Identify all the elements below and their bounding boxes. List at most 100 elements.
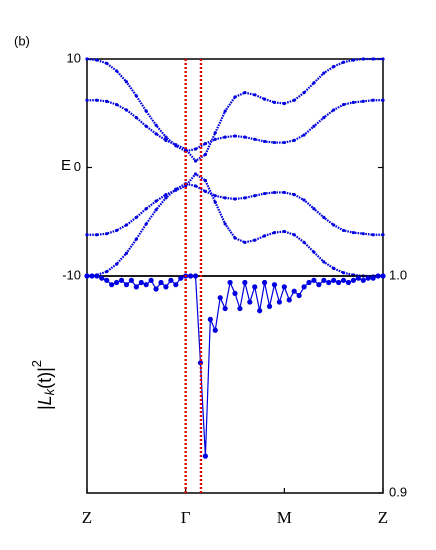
data-point [192, 273, 199, 279]
y-tick-label: 1.0 [389, 267, 407, 282]
data-point [282, 140, 286, 145]
data-point [233, 236, 237, 240]
y-tick-label: 10 [67, 50, 81, 65]
data-point [109, 282, 115, 288]
data-point [282, 101, 286, 106]
data-point [351, 231, 355, 235]
data-point [282, 190, 286, 195]
data-point [291, 288, 297, 294]
data-point [174, 187, 178, 191]
data-point [321, 277, 327, 283]
data-point [301, 284, 307, 290]
data-point [124, 251, 129, 255]
data-point [292, 193, 296, 197]
data-point [134, 237, 138, 241]
data-point [213, 137, 217, 141]
data-point [286, 297, 292, 303]
data-point [223, 135, 227, 139]
data-point [341, 60, 346, 64]
data-line [87, 275, 383, 457]
data-point [104, 277, 110, 283]
data-point [193, 159, 198, 163]
data-point [85, 98, 89, 102]
data-point [213, 194, 217, 198]
data-point [237, 305, 243, 312]
data-point [322, 260, 326, 264]
x-tick-label: Γ [181, 508, 191, 527]
data-point [105, 270, 109, 274]
data-point [247, 299, 253, 305]
data-point [262, 279, 268, 286]
data-point [296, 292, 302, 299]
data-point [243, 196, 247, 200]
data-point [223, 109, 227, 113]
data-point [292, 233, 296, 237]
data-point [233, 95, 237, 99]
data-point [253, 194, 257, 198]
y-tick-label: 0 [74, 159, 81, 174]
data-point [332, 223, 336, 227]
data-point [253, 238, 257, 242]
data-point [223, 222, 227, 226]
data-point [257, 308, 263, 314]
data-point [94, 273, 100, 279]
data-point [302, 198, 306, 202]
data-point [84, 273, 90, 279]
label-part: L [35, 395, 55, 405]
data-point [144, 124, 148, 128]
data-point [243, 240, 247, 244]
panel-label: (b) [14, 33, 30, 48]
data-point [168, 277, 174, 283]
data-point [263, 97, 267, 101]
data-point [213, 200, 217, 204]
data-point [311, 277, 317, 283]
data-point [144, 207, 148, 211]
data-point [272, 100, 277, 104]
data-point [134, 115, 138, 120]
data-point [222, 305, 228, 312]
data-point [276, 299, 282, 305]
data-point [242, 279, 248, 286]
data-point [115, 262, 119, 266]
y-tick-label: -10 [62, 267, 81, 282]
data-point [163, 284, 169, 290]
data-point [361, 57, 365, 61]
data-point [174, 143, 178, 147]
data-point [263, 191, 267, 196]
data-point [164, 135, 168, 139]
data-point [332, 108, 336, 112]
data-point [302, 240, 306, 244]
data-point [95, 58, 99, 62]
data-point [351, 100, 355, 104]
x-tick-label: Z [82, 508, 92, 527]
data-point [105, 99, 109, 103]
data-point [164, 138, 168, 142]
data-point [243, 91, 247, 95]
data-point [134, 94, 138, 98]
data-point [365, 275, 371, 281]
data-point [178, 275, 184, 281]
y-axis-label: |Lk(t)|2 [29, 360, 57, 410]
data-point [292, 98, 296, 102]
data-point [118, 277, 125, 283]
data-point [341, 271, 346, 275]
data-point [371, 98, 375, 102]
data-point [105, 232, 109, 236]
data-point [153, 286, 159, 292]
data-point [371, 233, 375, 237]
plot-frame [86, 58, 384, 277]
data-point [316, 282, 322, 288]
label-part: (t)| [35, 367, 55, 389]
x-tick-label: Z [378, 508, 388, 527]
data-point [212, 327, 218, 333]
data-point [232, 290, 238, 296]
data-point [203, 152, 207, 157]
data-point [143, 282, 149, 288]
data-point [124, 108, 129, 112]
data-point [332, 266, 336, 271]
label-part: | [35, 405, 55, 410]
label-part: 2 [29, 360, 44, 367]
data-point [371, 57, 375, 61]
data-point [271, 282, 278, 288]
